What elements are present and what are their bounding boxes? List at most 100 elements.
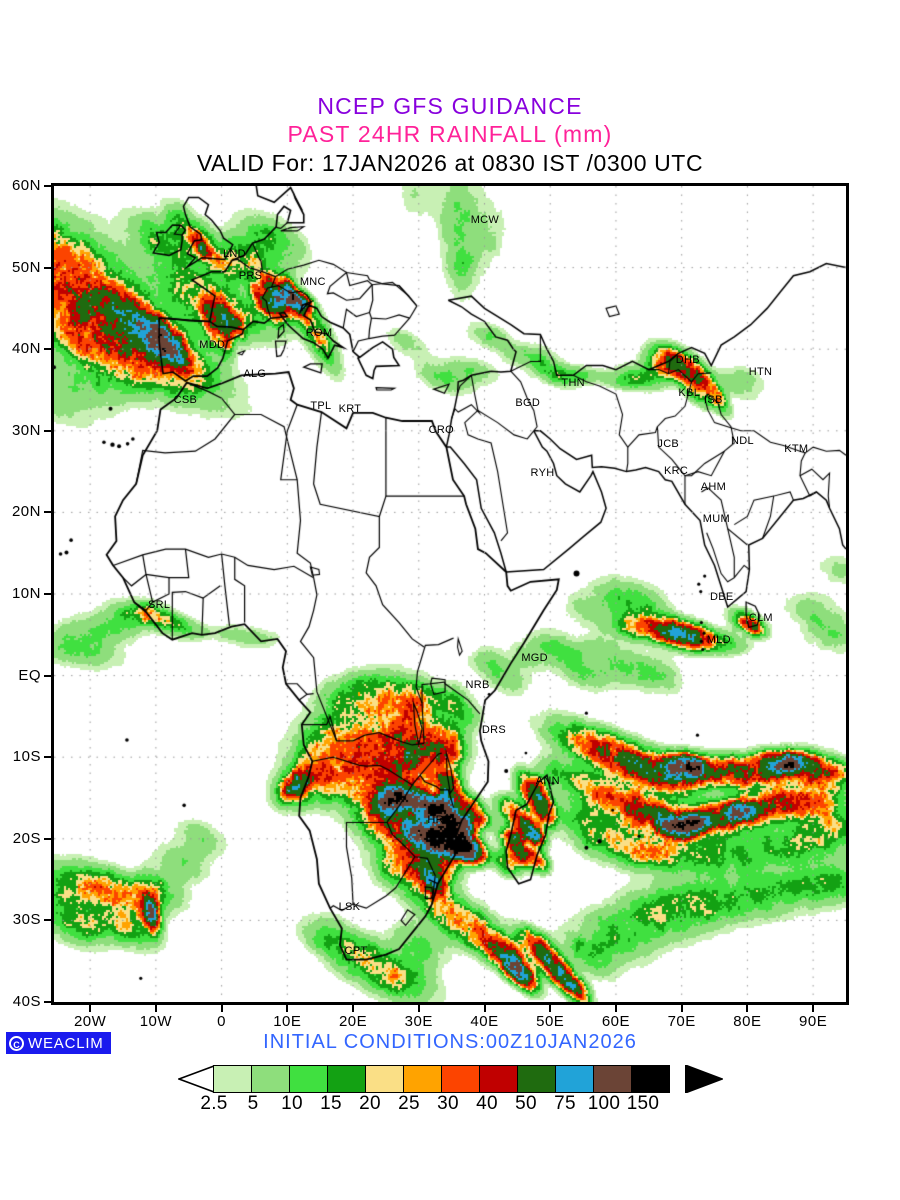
city-label: MGD	[521, 652, 548, 665]
city-label: AHM	[700, 480, 727, 493]
weaclim-logo[interactable]: C WEACLIM	[6, 1032, 111, 1054]
city-label: ISB	[704, 393, 723, 406]
city-label: NRB	[465, 679, 490, 692]
x-axis-tick	[812, 1005, 815, 1012]
rainfall-map-canvas	[54, 186, 846, 1002]
chart-title-variable: PAST 24HR RAINFALL (mm)	[287, 121, 613, 147]
colorbar-tick-label: 15	[320, 1093, 342, 1114]
chart-title-model: NCEP GFS GUIDANCE	[317, 93, 583, 119]
colorbar-swatch	[213, 1065, 252, 1093]
y-axis-label: 50N	[11, 258, 41, 276]
city-label: MUM	[702, 512, 730, 525]
city-label: CRO	[428, 423, 455, 436]
city-label: LND	[222, 248, 246, 261]
colorbar-swatch	[479, 1065, 518, 1093]
y-axis-tick	[44, 1001, 51, 1003]
colorbar-swatch	[289, 1065, 328, 1093]
city-label: RYH	[530, 467, 555, 480]
y-axis-tick	[44, 593, 51, 595]
colorbar-swatch	[403, 1065, 442, 1093]
city-label: KRT	[338, 403, 362, 416]
city-label: DRS	[481, 724, 507, 737]
city-label: ROM	[305, 326, 333, 339]
x-axis-tick	[417, 1005, 420, 1012]
city-label: THN	[561, 377, 585, 390]
y-axis-label: 60N	[11, 177, 41, 194]
y-axis-label: 10S	[12, 748, 41, 766]
colorbar-tick-label: 5	[247, 1093, 259, 1114]
x-axis-label: 30E	[404, 1013, 433, 1030]
y-axis-tick	[44, 837, 51, 840]
y-axis-tick	[44, 429, 51, 432]
x-axis-label: 80E	[733, 1013, 762, 1030]
y-axis-tick	[44, 674, 51, 677]
x-axis-tick	[89, 1005, 92, 1012]
title-block: NCEP GFS GUIDANCE PAST 24HR RAINFALL (mm…	[0, 92, 900, 178]
colorbar[interactable]	[178, 1065, 723, 1093]
y-axis-label: 40N	[11, 340, 41, 358]
city-label: NDL	[731, 435, 754, 448]
rainfall-map[interactable]: MCW LND PRS MNC ROM MDD ALG CSB TPL KRT CRO THN BGD R…	[51, 183, 849, 1005]
weaclim-label: WEACLIM	[28, 1034, 104, 1052]
city-label: ALG	[243, 368, 267, 381]
city-label: LSK	[338, 901, 361, 914]
city-label: KRC	[663, 465, 689, 478]
colorbar-tick-label: 30	[437, 1093, 459, 1114]
initial-conditions-caption: INITIAL CONDITIONS:00Z10JAN2026	[263, 1031, 637, 1053]
city-label: DHB	[675, 353, 700, 366]
city-label: CPT	[344, 945, 368, 958]
colorbar-tick-label: 75	[554, 1093, 576, 1114]
x-axis-label: 0	[217, 1013, 227, 1030]
x-axis-tick	[746, 1005, 749, 1012]
city-label: ANN	[535, 774, 560, 787]
city-label: MCW	[470, 214, 500, 227]
colorbar-tick-label: 100	[587, 1093, 621, 1114]
colorbar-swatch	[251, 1065, 290, 1093]
colorbar-swatch	[631, 1065, 670, 1093]
y-axis-label: 10N	[11, 585, 41, 602]
city-label: MDD	[199, 338, 226, 351]
city-label: HTN	[748, 365, 773, 378]
colorbar-under-arrow-icon	[178, 1065, 215, 1093]
city-label: JCB	[657, 437, 680, 450]
city-label: KTM	[784, 442, 809, 455]
x-axis-tick	[614, 1005, 617, 1012]
city-label: MLD	[706, 634, 731, 647]
x-axis-label: 70E	[667, 1013, 696, 1030]
x-axis-label: 40E	[470, 1013, 499, 1030]
city-label: HRR	[427, 813, 453, 826]
colorbar-tick-labels: 2.5 5 10 15 20 25 30 40 50 75 100 150	[178, 1093, 738, 1119]
colorbar-tick-label: 2.5	[200, 1093, 228, 1114]
colorbar-swatch	[517, 1065, 556, 1093]
city-label: BGD	[515, 396, 541, 409]
x-axis-tick	[549, 1005, 552, 1012]
colorbar-tick-label: 25	[398, 1093, 420, 1114]
colorbar-tick-label: 10	[281, 1093, 303, 1114]
x-axis-label: 20W	[73, 1013, 107, 1030]
y-axis-tick	[44, 266, 51, 269]
colorbar-swatch	[327, 1065, 366, 1093]
x-axis-label: 50E	[536, 1013, 565, 1030]
x-axis-label: 20E	[338, 1013, 368, 1030]
colorbar-swatch	[365, 1065, 404, 1093]
y-axis-tick	[44, 511, 51, 514]
x-axis-label: 10E	[273, 1013, 302, 1030]
y-axis-label: EQ	[18, 666, 41, 684]
y-axis-label: 20N	[11, 503, 41, 521]
colorbar-swatch	[555, 1065, 594, 1093]
colorbar-swatches	[213, 1065, 682, 1093]
x-axis-tick	[352, 1005, 355, 1012]
x-axis-label: 90E	[799, 1013, 828, 1030]
x-axis-tick	[680, 1005, 683, 1012]
x-axis-label: 10W	[139, 1013, 173, 1030]
y-axis-label: 40S	[12, 993, 41, 1010]
y-axis-tick	[44, 348, 51, 351]
city-label: TPL	[310, 400, 332, 413]
colorbar-tick-label: 150	[626, 1093, 660, 1114]
city-label: SRL	[148, 599, 171, 612]
colorbar-tick-label: 20	[359, 1093, 381, 1114]
city-label: PRS	[238, 270, 263, 283]
colorbar-tick-label: 40	[476, 1093, 498, 1114]
x-axis-label: 60E	[601, 1013, 631, 1030]
x-axis-tick	[154, 1005, 157, 1012]
